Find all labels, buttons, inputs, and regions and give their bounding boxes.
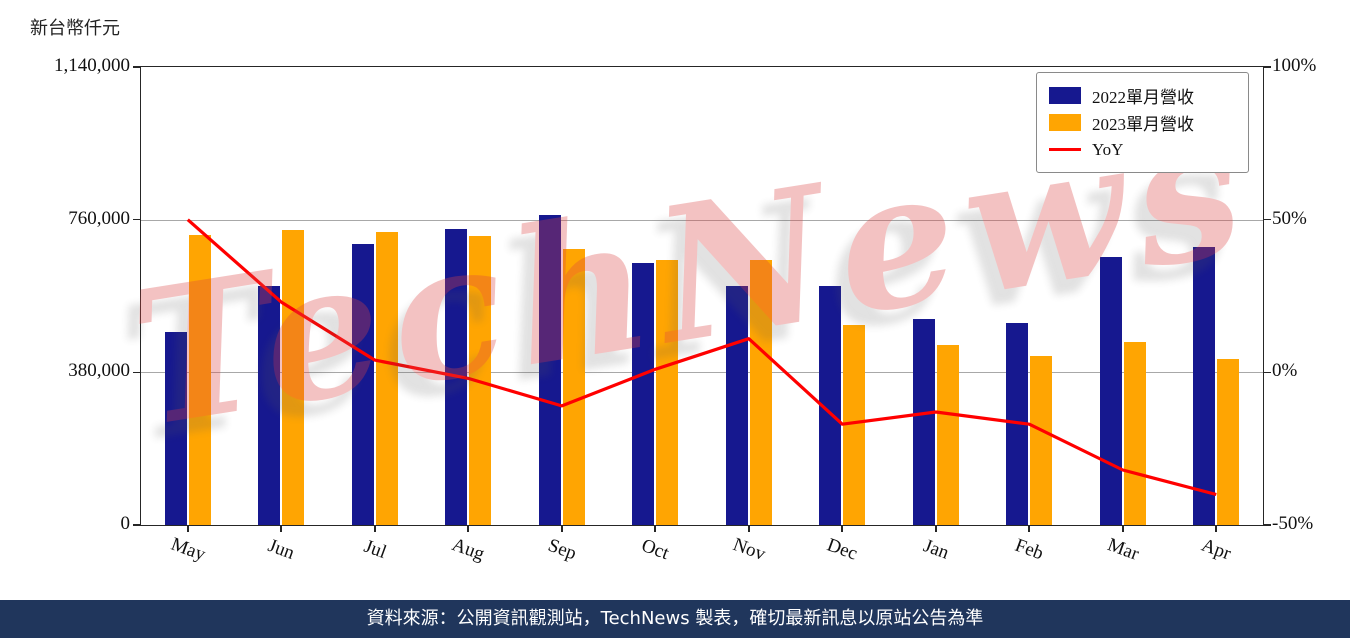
- x-axis-label: Aug: [449, 534, 488, 565]
- gridline: [141, 372, 1263, 374]
- axis-tick: [280, 525, 283, 532]
- revenue-chart: 新台幣仟元 0 380,000 760,000 1,140,000 -50% 0…: [30, 18, 1317, 566]
- axis-tick: [1263, 371, 1271, 374]
- bar-2023單月營收-May: [188, 234, 211, 525]
- bar-2022單月營收-Dec: [819, 285, 842, 525]
- x-axis-label: Dec: [824, 534, 861, 565]
- bar-2023單月營收-Nov: [749, 259, 772, 525]
- y2-axis-tick-label: 50%: [1272, 208, 1307, 229]
- axis-tick: [1263, 66, 1271, 68]
- bar-2022單月營收-Jul: [351, 243, 374, 525]
- legend-line-swatch: [1049, 148, 1081, 151]
- axis-tick: [1121, 525, 1124, 532]
- axis-tick: [934, 525, 937, 532]
- y-axis-tick-label: 760,000: [68, 208, 130, 229]
- gridline: [141, 219, 1263, 221]
- legend-swatch-2023-icon: [1049, 114, 1081, 131]
- axis-tick: [1263, 218, 1271, 221]
- axis-tick: [1028, 525, 1031, 532]
- axis-tick: [186, 525, 189, 532]
- bar-2022單月營收-Mar: [1099, 256, 1122, 525]
- x-axis-label: Nov: [729, 534, 768, 565]
- axis-tick: [654, 525, 657, 532]
- legend-item-yoy: YoY: [1049, 136, 1236, 163]
- bar-2022單月營收-Jun: [258, 285, 281, 525]
- yoy-line: [186, 218, 1217, 497]
- axis-tick: [373, 525, 376, 532]
- legend-item-2022: 2022單月營收: [1049, 82, 1236, 109]
- bar-2023單月營收-Mar: [1123, 342, 1146, 525]
- bar-2023單月營收-Apr: [1217, 359, 1240, 525]
- bar-2023單月營收-Jan: [936, 345, 959, 525]
- bar-2022單月營收-Apr: [1193, 246, 1216, 525]
- bar-2023單月營收-Sep: [562, 248, 585, 525]
- axis-tick: [467, 525, 470, 532]
- footer-bar: 資料來源：公開資訊觀測站，TechNews 製表，確切最新訊息以原站公告為準: [0, 600, 1350, 638]
- x-axis-label: Apr: [1198, 534, 1234, 565]
- bar-2022單月營收-May: [164, 332, 187, 525]
- x-axis-label: Mar: [1104, 534, 1142, 565]
- y2-axis-tick-label: -50%: [1272, 513, 1314, 534]
- bar-2022單月營收-Sep: [538, 214, 561, 525]
- y2-axis-tick-label: 0%: [1272, 360, 1298, 381]
- x-axis-label: Jun: [265, 535, 298, 564]
- bar-2023單月營收-Jun: [282, 229, 305, 525]
- axis-tick: [133, 524, 141, 526]
- axis-tick: [1263, 524, 1271, 526]
- bar-2023單月營收-Jul: [375, 231, 398, 525]
- y-axis-tick-label: 0: [120, 513, 131, 534]
- x-axis-label: Jul: [360, 535, 389, 564]
- axis-tick: [560, 525, 563, 532]
- bar-2023單月營收-Oct: [656, 259, 679, 525]
- x-axis-label: Jan: [920, 535, 952, 564]
- legend-label-2022: 2022單月營收: [1092, 88, 1194, 107]
- legend-label-2023: 2023單月營收: [1092, 115, 1194, 134]
- footer-note: 資料來源：公開資訊觀測站，TechNews 製表，確切最新訊息以原站公告為準: [366, 608, 984, 629]
- bar-2023單月營收-Feb: [1030, 356, 1053, 525]
- axis-tick: [747, 525, 750, 532]
- x-axis-label: Feb: [1012, 534, 1047, 565]
- bar-2022單月營收-Oct: [632, 262, 655, 525]
- axis-tick: [841, 525, 844, 532]
- x-axis-label: Sep: [544, 534, 579, 565]
- bar-2023單月營收-Dec: [843, 325, 866, 525]
- bar-2022單月營收-Jan: [912, 318, 935, 525]
- x-axis-label: May: [167, 533, 208, 566]
- y-axis-tick-label: 380,000: [68, 360, 130, 381]
- legend: 2022單月營收 2023單月營收 YoY: [1036, 72, 1249, 173]
- legend-item-2023: 2023單月營收: [1049, 109, 1236, 136]
- axis-tick: [133, 218, 141, 221]
- axis-tick: [133, 371, 141, 374]
- axis-tick: [133, 66, 141, 68]
- legend-label-yoy: YoY: [1092, 139, 1124, 159]
- y-axis-tick-label: 1,140,000: [54, 55, 130, 76]
- x-axis-label: Oct: [638, 534, 672, 565]
- y-axis-unit-label: 新台幣仟元: [30, 18, 120, 39]
- legend-swatch-2022-icon: [1049, 87, 1081, 104]
- y2-axis-tick-label: 100%: [1272, 55, 1317, 76]
- axis-tick: [1215, 525, 1218, 532]
